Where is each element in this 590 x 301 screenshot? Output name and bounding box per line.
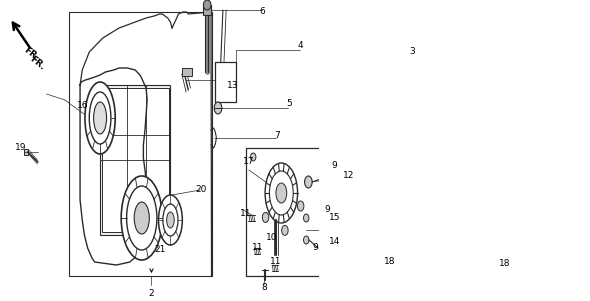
Bar: [487, 256, 494, 262]
Ellipse shape: [276, 183, 287, 203]
Text: 13: 13: [227, 82, 238, 91]
Ellipse shape: [94, 102, 107, 134]
Ellipse shape: [265, 163, 297, 223]
Text: 8: 8: [261, 284, 267, 293]
Text: 17: 17: [243, 157, 255, 166]
Text: 4: 4: [298, 42, 304, 51]
Ellipse shape: [251, 153, 256, 161]
Text: 15: 15: [329, 213, 340, 222]
Bar: [24, 149, 28, 155]
Ellipse shape: [455, 83, 463, 97]
Text: 11: 11: [240, 209, 252, 219]
Ellipse shape: [455, 203, 463, 217]
Ellipse shape: [281, 225, 288, 235]
Ellipse shape: [121, 176, 162, 260]
Ellipse shape: [303, 236, 309, 244]
Text: 6: 6: [260, 8, 266, 17]
Ellipse shape: [362, 73, 369, 87]
Ellipse shape: [159, 195, 182, 245]
Text: 9: 9: [332, 162, 337, 170]
Text: 2: 2: [149, 288, 155, 297]
Bar: [182, 68, 192, 76]
Text: FR.: FR.: [28, 54, 47, 71]
Ellipse shape: [163, 204, 178, 236]
Text: 19: 19: [15, 144, 27, 153]
Ellipse shape: [166, 212, 174, 228]
Text: 5: 5: [286, 100, 292, 108]
Ellipse shape: [408, 55, 416, 69]
Ellipse shape: [204, 0, 211, 10]
Text: 11: 11: [270, 257, 281, 266]
Bar: [101, 88, 169, 232]
Text: 14: 14: [329, 237, 340, 247]
Bar: [215, 62, 236, 102]
Ellipse shape: [270, 171, 293, 215]
Ellipse shape: [303, 214, 309, 222]
Text: 18: 18: [499, 259, 510, 268]
Ellipse shape: [362, 203, 369, 217]
Ellipse shape: [263, 213, 269, 222]
Text: FR.: FR.: [22, 45, 41, 63]
Ellipse shape: [304, 176, 312, 188]
Text: 9: 9: [312, 244, 318, 253]
Ellipse shape: [214, 102, 222, 114]
Ellipse shape: [85, 82, 115, 154]
Text: 3: 3: [409, 48, 415, 57]
Bar: [204, 5, 211, 15]
Ellipse shape: [127, 186, 157, 250]
Text: 9: 9: [324, 206, 330, 215]
Ellipse shape: [458, 143, 466, 157]
Ellipse shape: [297, 201, 304, 211]
Bar: [246, 148, 327, 276]
Ellipse shape: [408, 221, 416, 235]
Bar: [380, 248, 388, 254]
Text: 11: 11: [252, 244, 263, 253]
Text: 21: 21: [154, 246, 165, 255]
Text: 10: 10: [266, 234, 277, 243]
Ellipse shape: [134, 202, 149, 234]
Text: 7: 7: [274, 131, 280, 139]
Text: 18: 18: [384, 257, 395, 266]
Text: 20: 20: [195, 185, 207, 194]
Text: 16: 16: [77, 101, 88, 110]
Ellipse shape: [89, 92, 111, 144]
Bar: [100, 85, 171, 235]
Bar: [68, 12, 212, 276]
Text: 12: 12: [343, 172, 354, 181]
